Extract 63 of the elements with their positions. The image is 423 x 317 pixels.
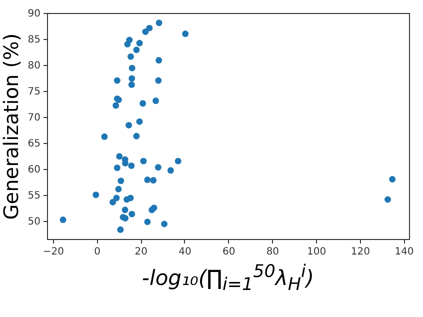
y-tick-label: 55 (28, 190, 40, 202)
point (167, 167, 174, 174)
point (155, 77, 162, 84)
x-tick-label: 20 (134, 246, 148, 258)
y-tick-label: 85 (28, 34, 40, 46)
point (128, 210, 136, 218)
point (118, 178, 124, 184)
point (389, 176, 396, 182)
x-axis-title: -log₁₀(∏$_{i=1}$$^{50}$λ$_{H}$$^{i}$) (140, 262, 316, 296)
point (133, 46, 140, 54)
point (126, 122, 132, 128)
point (115, 186, 122, 192)
y-tick-label: 65 (28, 138, 40, 150)
point (122, 206, 128, 214)
y-tick-label: 80 (28, 60, 40, 72)
point (150, 177, 157, 184)
point (92, 192, 100, 198)
point (124, 40, 131, 48)
point (156, 57, 162, 64)
x-tick-label: −20 (42, 246, 64, 258)
point (144, 176, 151, 184)
point (142, 28, 149, 35)
x-tick-label: 0 (94, 246, 100, 258)
point (140, 158, 147, 164)
point (114, 77, 120, 84)
point (140, 100, 146, 107)
point (112, 102, 120, 109)
point (136, 118, 143, 125)
point (152, 98, 159, 104)
point (174, 158, 182, 164)
point (114, 164, 120, 172)
y-tick-label: 90 (28, 8, 40, 20)
y-tick-label: 70 (28, 112, 40, 124)
y-axis-title: Generalization (%) (0, 33, 23, 220)
y-tick-label: 75 (28, 86, 40, 98)
point (133, 132, 140, 140)
y-tick-label: 60 (28, 164, 40, 176)
point (136, 40, 143, 46)
point (110, 198, 116, 206)
y-tick-label: 50 (28, 216, 40, 228)
x-tick-label: 80 (266, 246, 280, 258)
point (116, 153, 123, 160)
point (122, 214, 129, 222)
point (156, 20, 162, 26)
point (117, 226, 124, 233)
x-tick-label: 40 (178, 246, 192, 258)
point (154, 164, 162, 171)
point (101, 133, 108, 140)
point (128, 81, 135, 88)
point (128, 64, 136, 72)
point (128, 75, 136, 82)
point (128, 162, 135, 169)
x-tick-label: 120 (350, 246, 370, 258)
point (182, 30, 189, 38)
point (161, 220, 168, 228)
point (127, 194, 134, 202)
point (128, 53, 134, 60)
point (60, 216, 66, 224)
x-tick-label: 60 (222, 246, 236, 258)
point (144, 218, 151, 226)
x-tick-label: 140 (394, 246, 414, 258)
x-tick-label: 100 (306, 246, 326, 258)
point (384, 196, 391, 203)
